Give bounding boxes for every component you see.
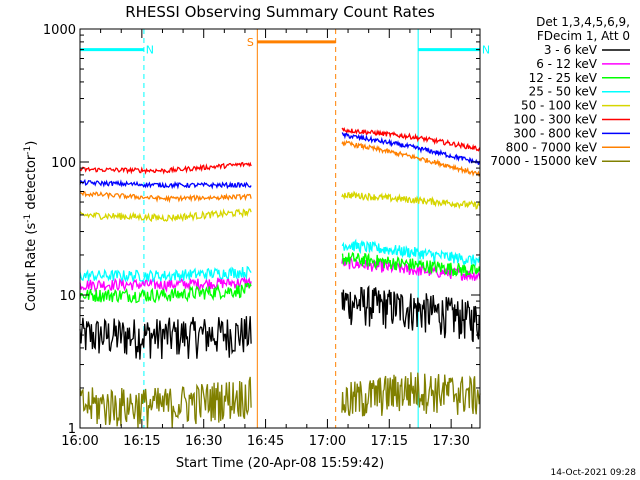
series-line [341,132,481,165]
x-tick-label: 16:45 [247,434,284,449]
x-tick-label: 16:15 [123,434,160,449]
legend-label: 50 - 100 keV [521,99,598,113]
x-tick-label: 17:00 [309,434,346,449]
legend-label: 300 - 800 keV [513,126,597,140]
series-line [341,372,481,417]
series-line [79,282,252,304]
legend-label: 25 - 50 keV [529,85,598,99]
y-tick-label: 1 [68,422,76,437]
series-line [79,161,252,175]
y-tick-label: 10 [59,289,76,304]
interval-label: N [482,44,490,57]
series-line [341,285,481,343]
x-tick-label: 16:30 [185,434,222,449]
x-tick-label: 17:30 [432,434,469,449]
legend-label: 7000 - 15000 keV [490,154,597,168]
x-axis-label: Start Time (20-Apr-08 15:59:42) [176,456,384,471]
y-tick-label: 100 [51,156,76,171]
chart-title: RHESSI Observing Summary Count Rates [125,3,435,21]
footer-timestamp: 14-Oct-2021 09:28 [551,468,637,478]
legend-label: 12 - 25 keV [529,71,598,85]
y-axis-label: Count Rate (s-1 detector-1) [23,141,39,312]
series-line [79,276,252,293]
legend-label: 6 - 12 keV [536,57,598,71]
legend-label: 100 - 300 keV [513,113,597,127]
plot-frame [79,28,481,429]
series-line [79,208,252,223]
series-line [79,191,252,204]
series-line [341,190,481,210]
legend-header-line-1: Det 1,3,4,5,6,9, [536,15,630,29]
x-tick-label: 17:15 [371,434,408,449]
y-tick-label: 1000 [43,23,76,38]
series-line [79,265,252,283]
y-axis: 1 10 100 1000 [43,23,480,437]
legend-label: 800 - 7000 keV [506,140,598,154]
interval-label: S [247,36,254,49]
legend-label: 3 - 6 keV [544,43,598,57]
series-layer [79,127,481,429]
x-tick-label: 16:00 [61,434,98,449]
series-line [79,178,252,190]
series-line [341,139,481,177]
series-line [79,376,252,429]
x-axis: 16:00 16:15 16:30 16:45 17:00 17:15 17:30 [61,29,473,449]
legend-header-line-2: FDecim 1, Att 0 [537,29,630,43]
series-line [79,316,252,360]
annotation-layer: N NS [79,29,490,428]
series-line [341,127,481,152]
series-line [341,252,481,277]
legend: Det 1,3,4,5,6,9, FDecim 1, Att 0 3 - 6 k… [490,15,630,168]
series-line [341,238,481,266]
interval-label: N [146,44,154,57]
